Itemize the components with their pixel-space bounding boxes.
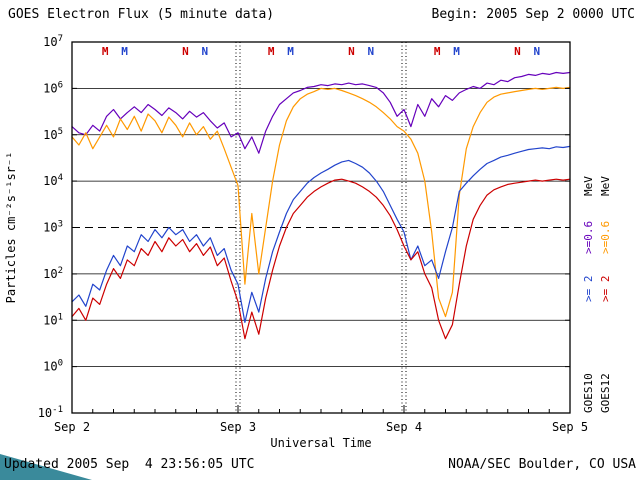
series-goes10-e06 bbox=[71, 71, 571, 154]
right-legend-label: >=0.6 bbox=[599, 221, 612, 254]
midnight-marker: M bbox=[453, 45, 460, 58]
y-axis-title: Particles cm⁻²s⁻¹sr⁻¹ bbox=[4, 152, 18, 304]
midnight-marker: M bbox=[434, 45, 441, 58]
noon-marker: N bbox=[201, 45, 208, 58]
chart-canvas: 10-1 100 101 102 103 104 105 106 107 Sep 2 Sep 3 Se… bbox=[4, 34, 612, 450]
right-legend-label: >=0.6 bbox=[582, 221, 595, 254]
y-axis-tick-label: 100 bbox=[43, 359, 63, 374]
midnight-marker: M bbox=[121, 45, 128, 58]
right-legend-label: GOES10 bbox=[582, 373, 595, 413]
y-axis-tick-label: 102 bbox=[43, 266, 63, 281]
source-credit: NOAA/SEC Boulder, CO USA bbox=[448, 457, 636, 472]
noon-marker: N bbox=[348, 45, 355, 58]
series-goes10-e2 bbox=[71, 145, 571, 323]
updated-timestamp: Updated 2005 Sep 4 23:56:05 UTC bbox=[4, 457, 255, 472]
y-axis-tick-label: 106 bbox=[43, 80, 63, 95]
chart-title: GOES Electron Flux (5 minute data) bbox=[8, 7, 275, 22]
x-axis-title: Universal Time bbox=[270, 436, 371, 450]
right-legend-label: MeV bbox=[599, 176, 612, 196]
midnight-marker: M bbox=[102, 45, 109, 58]
noon-marker: N bbox=[514, 45, 521, 58]
corner-decoration bbox=[0, 454, 92, 480]
y-axis-tick-label: 101 bbox=[43, 312, 63, 327]
y-axis-tick-label: 103 bbox=[43, 220, 63, 235]
y-axis-tick-label: 105 bbox=[43, 127, 63, 142]
y-axis-tick-label: 10-1 bbox=[38, 405, 63, 420]
noon-marker: N bbox=[533, 45, 540, 58]
x-axis-tick-label: Sep 2 bbox=[54, 420, 90, 434]
y-axis-tick-label: 107 bbox=[43, 34, 63, 49]
series-goes12-e06 bbox=[71, 86, 571, 318]
series-goes12-e2 bbox=[71, 178, 571, 340]
x-axis-tick-label: Sep 4 bbox=[386, 420, 422, 434]
right-legend-label: >= 2 bbox=[582, 276, 595, 303]
noon-marker: N bbox=[367, 45, 374, 58]
noon-marker: N bbox=[182, 45, 189, 58]
midnight-marker: M bbox=[268, 45, 275, 58]
x-axis-tick-label: Sep 5 bbox=[552, 420, 588, 434]
right-legend-label: >= 2 bbox=[599, 276, 612, 303]
begin-timestamp: Begin: 2005 Sep 2 0000 UTC bbox=[431, 7, 636, 22]
x-axis-tick-label: Sep 3 bbox=[220, 420, 256, 434]
midnight-marker: M bbox=[287, 45, 294, 58]
right-legend-label: GOES12 bbox=[599, 373, 612, 413]
right-legend-label: MeV bbox=[582, 176, 595, 196]
y-axis-tick-label: 104 bbox=[43, 173, 63, 188]
